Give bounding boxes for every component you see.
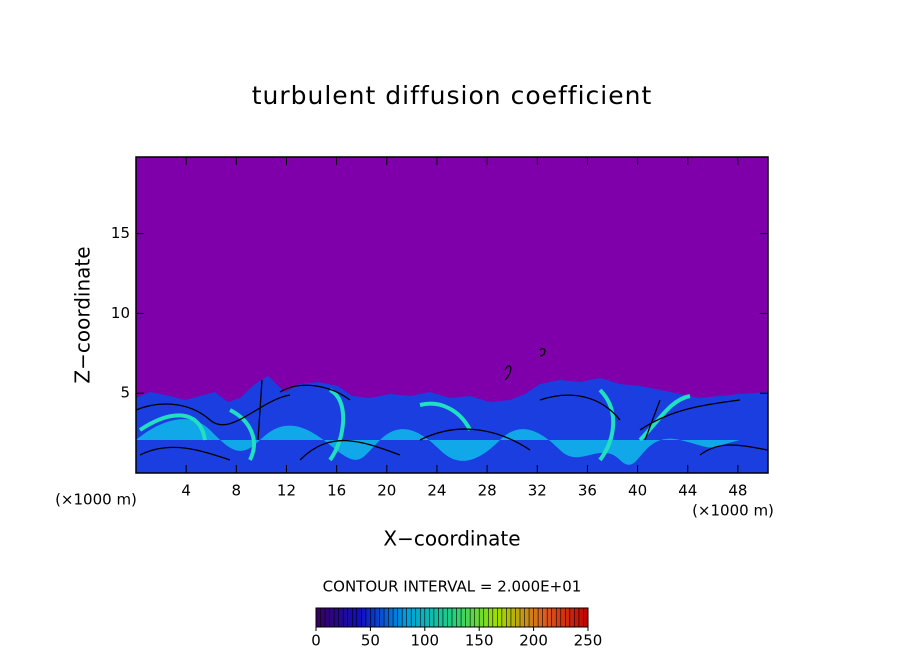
x-tick-label: 48	[728, 482, 747, 500]
y-axis-label: Z−coordinate	[71, 246, 95, 383]
x-tick-label: 28	[478, 482, 497, 500]
y-unit: (×1000 m)	[55, 491, 137, 509]
x-tick-label: 20	[377, 482, 396, 500]
x-tick-label: 8	[232, 482, 242, 500]
y-tick-label: 5	[120, 384, 130, 402]
field-region	[136, 419, 740, 465]
y-tick-label: 15	[111, 224, 130, 242]
y-tick-label: 10	[111, 304, 130, 322]
x-tick-label: 32	[528, 482, 547, 500]
field-region	[138, 388, 691, 462]
x-tick-label: 36	[578, 482, 597, 500]
x-tick-label: 16	[327, 482, 346, 500]
colorbar-tick-label: 50	[361, 632, 380, 650]
colorbar-tick-label: 250	[574, 632, 603, 650]
x-tick-label: 4	[181, 482, 191, 500]
colorbar-tick-label: 100	[410, 632, 439, 650]
x-tick-label: 44	[678, 482, 697, 500]
x-axis-label: X−coordinate	[383, 527, 520, 551]
turbulent-field	[135, 348, 769, 473]
colorbar-tick-label: 150	[465, 632, 494, 650]
x-tick-label: 24	[427, 482, 446, 500]
chart-title: turbulent diffusion coefficient	[252, 81, 653, 110]
plot-frame	[135, 156, 769, 474]
colorbar-tick-label: 0	[311, 632, 321, 650]
x-unit: (×1000 m)	[692, 502, 774, 520]
field-region	[135, 348, 769, 461]
colorbar-tick-label: 200	[519, 632, 548, 650]
colorbar-title: CONTOUR INTERVAL = 2.000E+01	[323, 578, 582, 596]
x-tick-label: 12	[277, 482, 296, 500]
x-tick-label: 40	[628, 482, 647, 500]
